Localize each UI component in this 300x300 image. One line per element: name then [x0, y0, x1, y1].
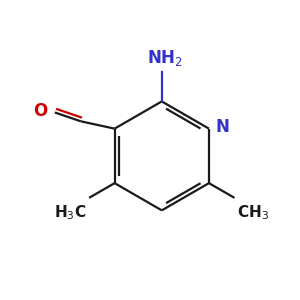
Text: N: N [215, 118, 229, 136]
Text: H$_3$C: H$_3$C [54, 203, 86, 222]
Text: NH$_2$: NH$_2$ [147, 48, 183, 68]
Text: O: O [33, 102, 47, 120]
Text: CH$_3$: CH$_3$ [237, 203, 269, 222]
